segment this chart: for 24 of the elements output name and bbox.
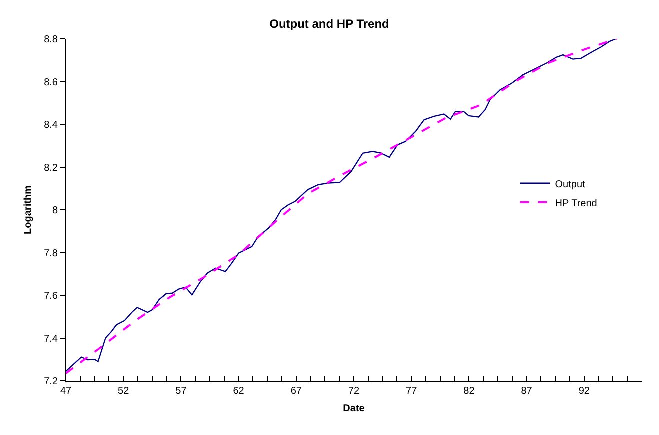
x-tick-label: 72 <box>348 386 360 397</box>
x-tick-label: 62 <box>233 386 245 397</box>
y-tick-label: 8.2 <box>44 162 58 174</box>
y-axis-title: Logarithm <box>23 185 34 234</box>
y-tick-label: 7.8 <box>44 248 58 260</box>
x-tick-label: 82 <box>464 386 476 397</box>
x-tick-label: 47 <box>60 386 72 397</box>
legend-label: Output <box>555 179 586 190</box>
y-tick-label: 7.6 <box>44 291 58 302</box>
x-axis-title: Date <box>343 404 366 414</box>
chart-title: Output and HP Trend <box>270 16 390 31</box>
x-tick-label: 52 <box>118 386 130 397</box>
x-tick-label: 87 <box>521 386 533 397</box>
y-tick-label: 7.2 <box>44 376 58 388</box>
y-tick-label: 8 <box>52 206 58 216</box>
legend-label: HP Trend <box>555 198 598 210</box>
y-tick-label: 7.4 <box>44 334 58 345</box>
x-tick-label: 67 <box>290 386 302 397</box>
y-tick-label: 8.8 <box>44 34 58 46</box>
x-tick-label: 57 <box>176 386 188 397</box>
x-tick-label: 77 <box>406 386 418 397</box>
y-tick-label: 8.4 <box>44 120 58 131</box>
x-tick-label: 92 <box>578 386 590 397</box>
y-tick-label: 8.6 <box>44 77 58 88</box>
